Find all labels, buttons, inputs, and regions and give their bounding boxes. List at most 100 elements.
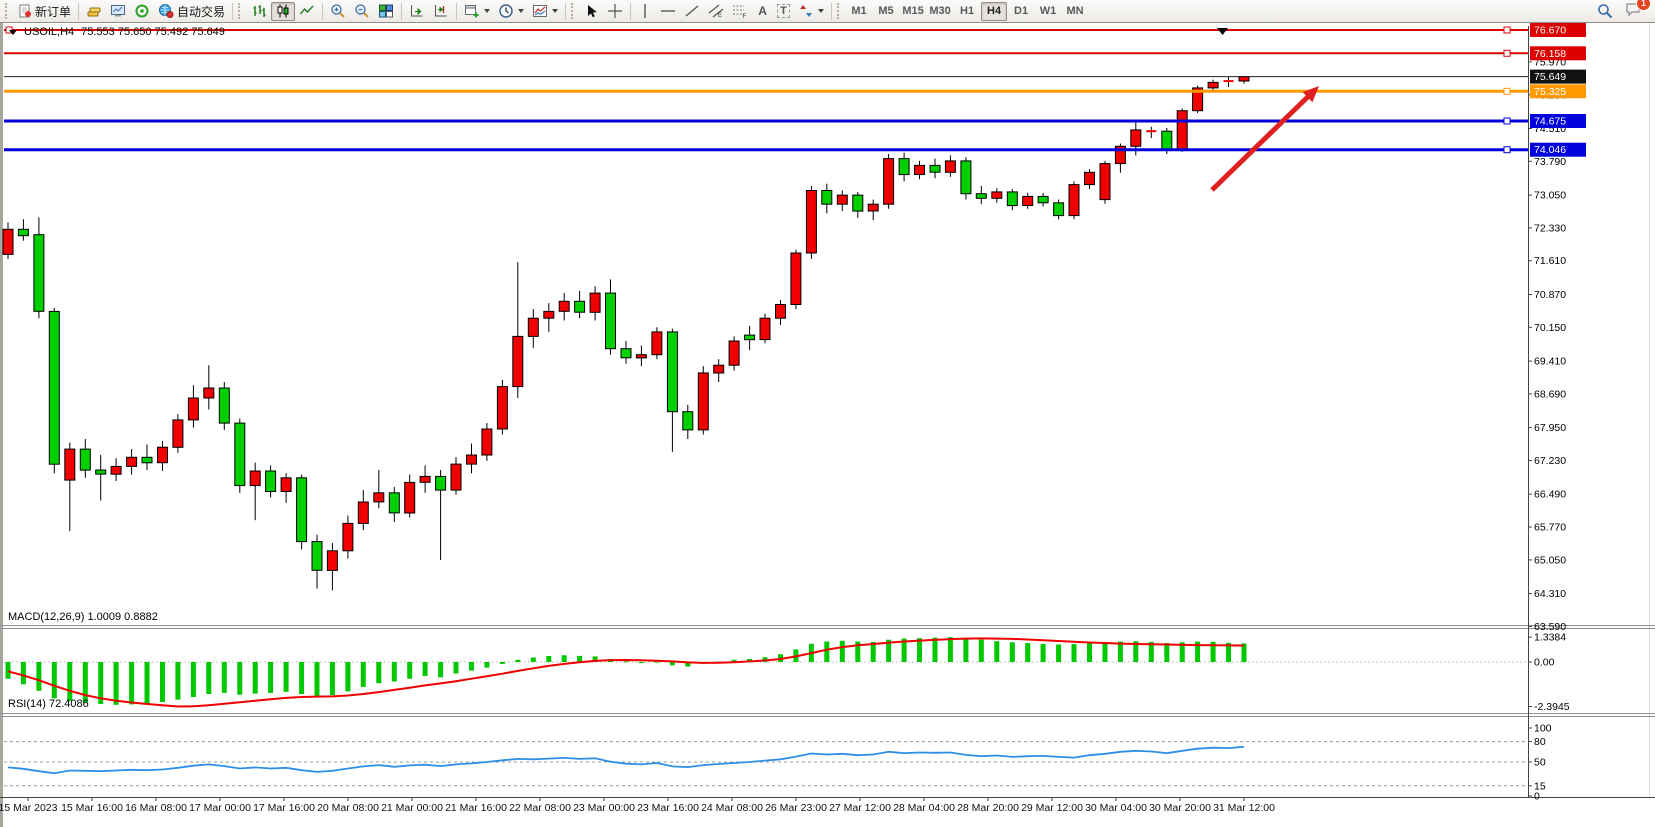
new-order-label: 新订单 bbox=[35, 4, 72, 19]
zoom-in-button[interactable] bbox=[326, 2, 350, 21]
vertical-line-button[interactable] bbox=[634, 2, 656, 21]
timeframe-bar: M1 M5 M15 M30 H1 H4 D1 W1 MN bbox=[846, 1, 1088, 21]
timeframe-MN[interactable]: MN bbox=[1062, 2, 1088, 21]
chart-shift-button[interactable] bbox=[429, 2, 453, 21]
line-chart-button[interactable] bbox=[295, 2, 319, 21]
text-button[interactable]: A bbox=[752, 2, 773, 21]
time-axis-label: 17 Mar 16:00 bbox=[253, 802, 315, 814]
price-axis-label: 66.490 bbox=[1534, 489, 1566, 501]
search-button[interactable] bbox=[1593, 2, 1617, 21]
autotrading-button[interactable]: 自动交易 bbox=[154, 2, 229, 21]
channel-button[interactable]: E bbox=[704, 2, 728, 21]
ohlc-bars-icon bbox=[251, 3, 267, 19]
chart-canvas: 75.97075.25074.51073.79073.05072.33071.6… bbox=[0, 22, 1655, 827]
time-axis-label: 15 Mar 2023 bbox=[0, 802, 58, 814]
price-badge-label: 75.325 bbox=[1534, 86, 1566, 98]
bar-chart-button[interactable] bbox=[247, 2, 271, 21]
price-badge bbox=[1530, 114, 1586, 128]
tile-windows-icon bbox=[378, 3, 394, 19]
navigator-button[interactable] bbox=[130, 2, 154, 21]
toolbar-grip[interactable] bbox=[571, 3, 576, 19]
timeframe-M5[interactable]: M5 bbox=[873, 2, 899, 21]
timeframe-M1[interactable]: M1 bbox=[846, 2, 872, 21]
time-axis-label: 24 Mar 08:00 bbox=[701, 802, 763, 814]
price-badge-label: 76.158 bbox=[1534, 48, 1566, 60]
label-tool-label: T bbox=[777, 4, 790, 18]
horizontal-line-button[interactable] bbox=[656, 2, 680, 21]
monitor-icon bbox=[110, 3, 126, 19]
toolbar-grip[interactable] bbox=[238, 3, 243, 19]
cursor-button[interactable] bbox=[580, 2, 603, 21]
hline-handle[interactable] bbox=[1503, 49, 1511, 57]
window-left-border bbox=[0, 22, 3, 827]
price-axis-label: 65.050 bbox=[1534, 554, 1566, 566]
rsi-axis-label: 100 bbox=[1534, 723, 1552, 735]
navigator-icon bbox=[134, 3, 150, 19]
toolbar-separator bbox=[322, 2, 324, 20]
new-chart-icon bbox=[464, 3, 480, 19]
candlestick-button[interactable] bbox=[271, 1, 296, 21]
timeframe-H4[interactable]: H4 bbox=[981, 1, 1008, 21]
chart-expand-icon[interactable] bbox=[9, 29, 17, 35]
hline-handle[interactable] bbox=[1503, 26, 1511, 34]
time-axis-label: 22 Mar 08:00 bbox=[509, 802, 571, 814]
timeframe-H1[interactable]: H1 bbox=[954, 2, 980, 21]
candlestick-layer bbox=[2, 76, 1250, 591]
time-axis-label: 21 Mar 00:00 bbox=[381, 802, 443, 814]
time-axis-label: 29 Mar 12:00 bbox=[1021, 802, 1083, 814]
new-order-button[interactable]: 新订单 bbox=[14, 2, 75, 21]
timeframe-W1[interactable]: W1 bbox=[1035, 2, 1061, 21]
toolbar-grip[interactable] bbox=[837, 3, 842, 19]
label-button[interactable]: T bbox=[773, 2, 794, 21]
chart-shift-icon bbox=[433, 3, 449, 19]
line-chart-icon bbox=[299, 3, 315, 19]
fibonacci-button[interactable]: F bbox=[728, 2, 752, 21]
toolbar-separator bbox=[401, 2, 403, 20]
hline-handle[interactable] bbox=[1503, 146, 1511, 154]
candlestick-icon bbox=[275, 3, 291, 19]
auto-scroll-icon bbox=[409, 3, 425, 19]
auto-scroll-button[interactable] bbox=[405, 2, 429, 21]
price-badge bbox=[1530, 69, 1586, 84]
price-badge-label: 74.046 bbox=[1534, 144, 1566, 156]
indicators-button[interactable] bbox=[528, 2, 562, 21]
chart-ohlc-values: 75.553 75.650 75.492 75.649 bbox=[81, 26, 225, 38]
toolbar-grip[interactable] bbox=[5, 3, 10, 19]
market-watch-button[interactable] bbox=[82, 2, 106, 21]
timeframe-M30[interactable]: M30 bbox=[927, 2, 953, 21]
cursor-icon bbox=[584, 4, 599, 19]
hline-handle[interactable] bbox=[1503, 87, 1511, 95]
tile-windows-button[interactable] bbox=[374, 2, 398, 21]
data-window-button[interactable] bbox=[106, 2, 130, 21]
chart-symbol-period: USOIL,H4 bbox=[24, 26, 75, 38]
zoom-out-button[interactable] bbox=[350, 2, 374, 21]
new-chart-button[interactable] bbox=[460, 2, 494, 21]
shapes-button[interactable] bbox=[794, 2, 828, 21]
time-axis-label: 31 Mar 12:00 bbox=[1213, 802, 1275, 814]
time-axis-label: 30 Mar 04:00 bbox=[1085, 802, 1147, 814]
macd-label: MACD(12,26,9) 1.0009 0.8882 bbox=[8, 611, 158, 623]
time-axis-label: 23 Mar 16:00 bbox=[637, 802, 699, 814]
timeframe-D1[interactable]: D1 bbox=[1008, 2, 1034, 21]
toolbar-separator bbox=[831, 2, 833, 20]
crosshair-button[interactable] bbox=[603, 2, 627, 21]
trend-arrow[interactable] bbox=[1210, 86, 1319, 192]
zoom-in-icon bbox=[330, 3, 346, 19]
period-button[interactable] bbox=[494, 2, 528, 21]
new-order-icon bbox=[18, 4, 32, 18]
price-axis-label: 67.230 bbox=[1534, 455, 1566, 467]
price-axis-label: 73.050 bbox=[1534, 190, 1566, 202]
trendline-button[interactable] bbox=[680, 2, 704, 21]
search-icon bbox=[1597, 3, 1613, 19]
svg-text:E: E bbox=[718, 13, 722, 19]
toolbar-right: 1 bbox=[1593, 0, 1652, 22]
price-badge-label: 75.649 bbox=[1534, 71, 1566, 83]
hline-handle[interactable] bbox=[1503, 117, 1511, 125]
price-badge-label: 74.675 bbox=[1534, 116, 1566, 128]
price-badge bbox=[1530, 84, 1586, 99]
vertical-line-icon bbox=[638, 3, 652, 19]
chart-shift-marker-icon[interactable] bbox=[1217, 28, 1228, 35]
rsi-line bbox=[7, 745, 1245, 775]
timeframe-M15[interactable]: M15 bbox=[900, 2, 926, 21]
rsi-label: RSI(14) 72.4086 bbox=[8, 698, 89, 710]
